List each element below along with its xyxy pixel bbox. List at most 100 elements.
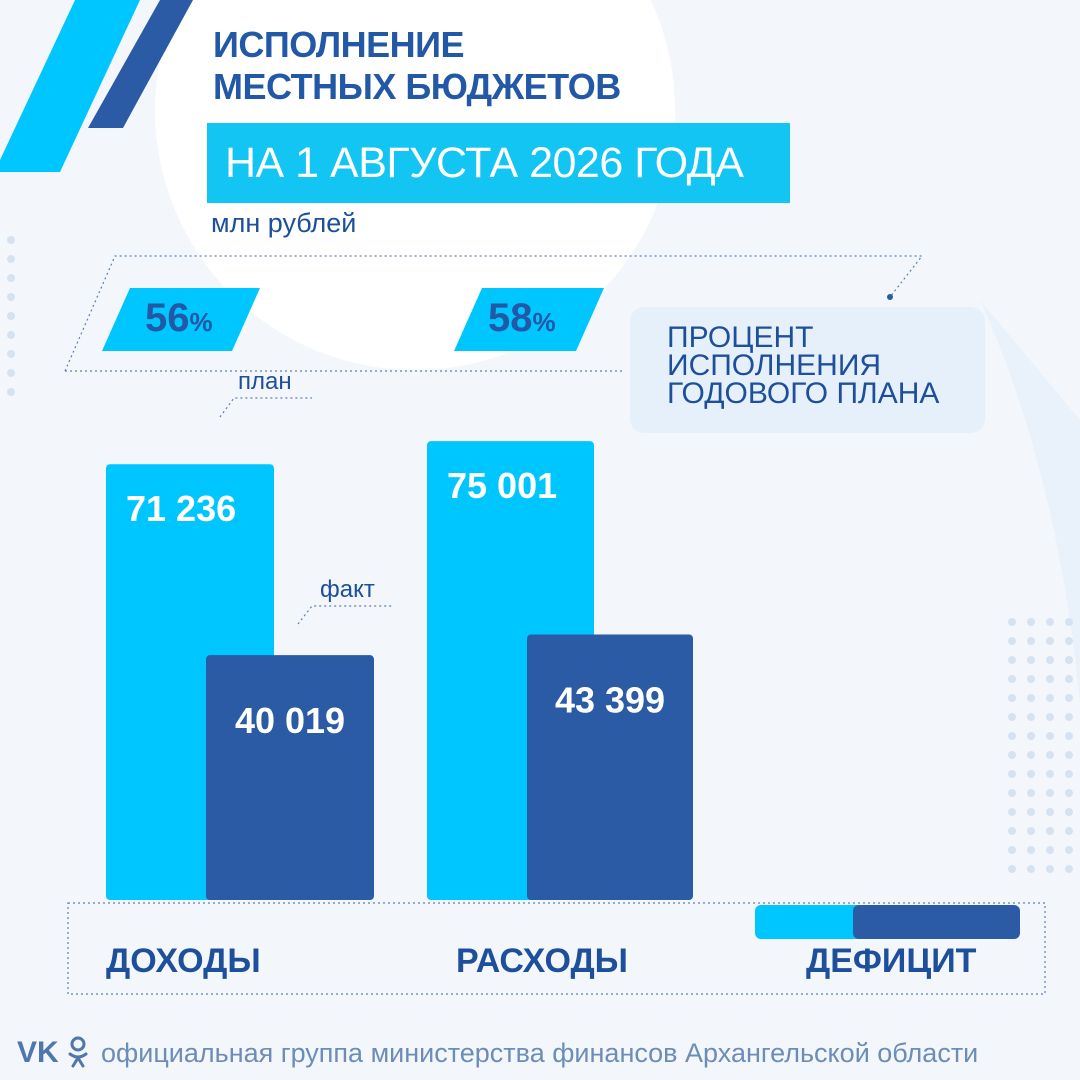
odnoklassniki-icon[interactable] (67, 1036, 89, 1070)
dot (1046, 637, 1054, 645)
frame-bottom-dotted (67, 902, 1046, 995)
percent-badge-shape (454, 288, 604, 351)
dot (1046, 827, 1054, 835)
stripe-cyan (0, 0, 140, 172)
dot (1027, 808, 1035, 816)
percent-income: 56% (145, 296, 213, 341)
dot (1008, 827, 1016, 835)
dot (1065, 808, 1073, 816)
bar-fact-label-1: 43 399 (555, 680, 665, 721)
dot (7, 369, 15, 377)
dot (1027, 637, 1035, 645)
bar-fact-label-0: 40 019 (235, 700, 345, 741)
dot (1027, 789, 1035, 797)
date-banner-text: НА 1 АВГУСТА 2026 ГОДА (225, 139, 744, 187)
percent-badge-expense (454, 288, 604, 351)
dot (1046, 732, 1054, 740)
legend-line-1: ПРОЦЕНТ (667, 321, 814, 354)
fact-leader (297, 605, 392, 625)
dot (1046, 713, 1054, 721)
title-line-2: МЕСТНЫХ БЮДЖЕТОВ (213, 66, 621, 107)
percent-badge-shape (102, 288, 260, 351)
dot (1008, 618, 1016, 626)
dot (1065, 789, 1073, 797)
dot (1065, 865, 1073, 873)
dot (1008, 770, 1016, 778)
dot (1027, 751, 1035, 759)
percent-expense-unit: % (532, 307, 556, 337)
dot (7, 274, 15, 282)
dot (1065, 694, 1073, 702)
dot (1065, 827, 1073, 835)
dot (7, 293, 15, 301)
dot (1008, 846, 1016, 854)
dot-pattern-left (7, 236, 15, 396)
title-line-1: ИСПОЛНЕНИЕ (213, 24, 465, 65)
deficit-fact-segment (853, 905, 1020, 939)
bar-plan-label-0: 71 236 (126, 488, 236, 529)
dot (1027, 694, 1035, 702)
dot (1046, 865, 1054, 873)
vk-icon[interactable]: VK (17, 1036, 59, 1069)
dot (7, 350, 15, 358)
dot (1065, 732, 1073, 740)
series-label-plan: план (238, 368, 292, 395)
legend-text: ПРОЦЕНТ ИСПОЛНЕНИЯ ГОДОВОГО ПЛАНА (667, 321, 940, 410)
dot (1008, 656, 1016, 664)
percent-expense: 58% (488, 296, 556, 341)
dot (7, 236, 15, 244)
dot (1027, 770, 1035, 778)
dot (7, 312, 15, 320)
dot (7, 331, 15, 339)
dot (1046, 694, 1054, 702)
legend-line-2: ИСПОЛНЕНИЯ (667, 349, 882, 382)
series-label-fact: факт (320, 576, 375, 603)
unit-label: млн рублей (211, 208, 357, 238)
legend-line-3: ГОДОВОГО ПЛАНА (667, 377, 940, 410)
dot (1065, 770, 1073, 778)
percent-badge-income (102, 288, 260, 351)
date-banner: НА 1 АВГУСТА 2026 ГОДА (207, 123, 790, 203)
dot (1027, 732, 1035, 740)
percent-expense-value: 58 (488, 296, 533, 340)
dot (1008, 751, 1016, 759)
dot (1046, 618, 1054, 626)
bg-curve (980, 300, 1080, 1000)
dot (1027, 713, 1035, 721)
category-deficit: ДЕФИЦИТ (806, 942, 977, 980)
dot (1027, 656, 1035, 664)
dot (1046, 789, 1054, 797)
dot (1008, 713, 1016, 721)
dot-pattern-right (1008, 618, 1073, 873)
bar-fact-1 (527, 634, 693, 900)
dot (1008, 732, 1016, 740)
percent-income-value: 56 (145, 296, 190, 340)
dot (1046, 675, 1054, 683)
dot (1008, 637, 1016, 645)
category-income: ДОХОДЫ (106, 942, 261, 980)
dot (1065, 656, 1073, 664)
dot (1046, 846, 1054, 854)
dot (1046, 656, 1054, 664)
percent-income-unit: % (189, 307, 213, 337)
dot (1065, 637, 1073, 645)
dot (1065, 618, 1073, 626)
dot (1046, 770, 1054, 778)
dot (1027, 618, 1035, 626)
dot (1046, 751, 1054, 759)
dot (1008, 808, 1016, 816)
dot (1027, 846, 1035, 854)
category-expense: РАСХОДЫ (456, 942, 628, 980)
dot (1046, 808, 1054, 816)
frame-dot (887, 294, 893, 300)
dot (1008, 675, 1016, 683)
footer-text: официальная группа министерства финансов… (101, 1038, 979, 1068)
dot (1008, 865, 1016, 873)
bar-fact-0 (206, 655, 374, 900)
dot (1008, 789, 1016, 797)
dot (1065, 713, 1073, 721)
plan-leader (219, 397, 312, 418)
dot (7, 255, 15, 263)
dot (1027, 675, 1035, 683)
